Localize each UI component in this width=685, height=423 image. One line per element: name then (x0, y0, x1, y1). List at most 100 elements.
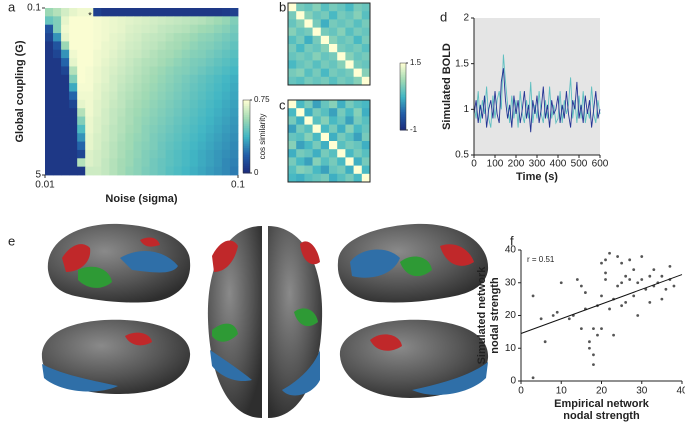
brain-right-medial (339, 319, 489, 398)
heatmap-cell (117, 49, 126, 59)
colorbar-cell (400, 104, 406, 108)
heatmap-cell (45, 166, 54, 176)
heatmap-cell (205, 49, 215, 59)
heatmap-cell (77, 24, 86, 34)
colorbar-cell (243, 145, 250, 148)
heatmap-cell (117, 124, 126, 134)
scatter-point (559, 281, 563, 285)
heatmap-cell (61, 158, 70, 168)
heatmap-cell (189, 58, 199, 67)
heatmap-cell (77, 49, 86, 59)
heatmap-cell (61, 108, 70, 117)
heatmap-cell (93, 158, 102, 168)
matrix-cell (296, 27, 305, 37)
heatmap-cell (181, 133, 191, 142)
heatmap-cell (197, 116, 207, 126)
heatmap-cell (165, 133, 175, 142)
scatter-point (664, 287, 668, 291)
heatmap-cell (149, 141, 158, 151)
heatmap-cell (189, 166, 199, 176)
heatmap-cell (157, 158, 167, 168)
heatmap-cell (157, 141, 167, 151)
heatmap-cell (197, 49, 207, 59)
heatmap-cell (221, 49, 231, 59)
heatmap-cell (157, 116, 167, 126)
matrix-cell (304, 116, 313, 125)
heatmap-cell (77, 99, 86, 109)
heatmap-cell (85, 33, 94, 42)
scatter-point (616, 255, 619, 258)
heatmap-cell (157, 91, 167, 101)
heatmap-cell (85, 149, 94, 159)
heatmap-cell (93, 149, 102, 159)
heatmap-cell (109, 116, 118, 126)
scatter-point (628, 258, 632, 262)
heatmap-cell (141, 158, 150, 168)
heatmap-cell (53, 83, 62, 92)
heatmap-cell (45, 58, 54, 67)
matrix-frame (287, 2, 371, 86)
heatmap-cell (141, 24, 150, 34)
heatmap-cell (205, 16, 215, 26)
heatmap-cell (189, 108, 199, 117)
heatmap-cell (109, 108, 118, 117)
heatmap-cell (85, 58, 94, 67)
heatmap-cell (181, 108, 191, 117)
heatmap-cell (93, 58, 102, 67)
scatter-point (608, 307, 611, 311)
matrix-cell (329, 11, 338, 20)
matrix-cell (296, 44, 305, 53)
heatmap-cell (149, 158, 158, 168)
matrix-cell (361, 35, 371, 45)
x-tick-label: 0.1 (231, 180, 245, 191)
y-axis-label: nodal strength (489, 277, 501, 354)
matrix-cell (288, 19, 297, 28)
scatter-point (551, 314, 555, 317)
heatmap-cell (157, 108, 167, 117)
x-tick-label: 30 (636, 386, 648, 397)
heatmap-cell (213, 16, 223, 26)
heatmap-cell (141, 166, 150, 176)
heatmap-cell (205, 149, 215, 159)
heatmap-cell (53, 149, 62, 159)
matrix-cell (337, 100, 346, 109)
y-axis-label: Simulated network (476, 266, 488, 365)
heatmap-cell (221, 8, 231, 17)
scatter-point (620, 304, 624, 308)
heatmap-cell (173, 166, 183, 176)
heatmap-cell (229, 108, 239, 117)
heatmap-cell (53, 124, 62, 134)
colorbar-cell (243, 136, 250, 139)
matrix-cell (296, 68, 305, 78)
colorbar-cell (243, 120, 250, 123)
heatmap-cell (101, 8, 110, 17)
matrix-cell (353, 60, 363, 69)
colorbar-cell (400, 113, 406, 116)
heatmap-cell (53, 133, 62, 142)
matrix-cell (320, 19, 330, 28)
matrix-cell (312, 35, 322, 45)
colorbar-cell (243, 149, 250, 152)
heatmap-cell (109, 74, 118, 84)
y-tick-label: 1.5 (455, 58, 469, 69)
heatmap-cell (77, 16, 86, 26)
panel-label: f (510, 233, 514, 248)
heatmap-cell (181, 66, 191, 76)
matrix-cell (320, 11, 330, 20)
matrix-cell (353, 11, 363, 20)
colorbar-cell (400, 121, 406, 124)
heatmap-cell (189, 83, 199, 92)
matrix-cell (337, 11, 346, 20)
heatmap-cell (93, 83, 102, 92)
heatmap-cell (69, 108, 78, 117)
matrix-cell (320, 76, 330, 86)
heatmap-cell (205, 124, 215, 134)
heatmap-cell (101, 91, 110, 101)
heatmap-cell (53, 99, 62, 109)
heatmap-cell (181, 116, 191, 126)
colorbar-cell (400, 94, 406, 97)
heatmap-cell (45, 16, 54, 26)
matrix-cell (312, 60, 322, 69)
scatter-point (592, 363, 595, 367)
heatmap-cell (229, 24, 239, 34)
